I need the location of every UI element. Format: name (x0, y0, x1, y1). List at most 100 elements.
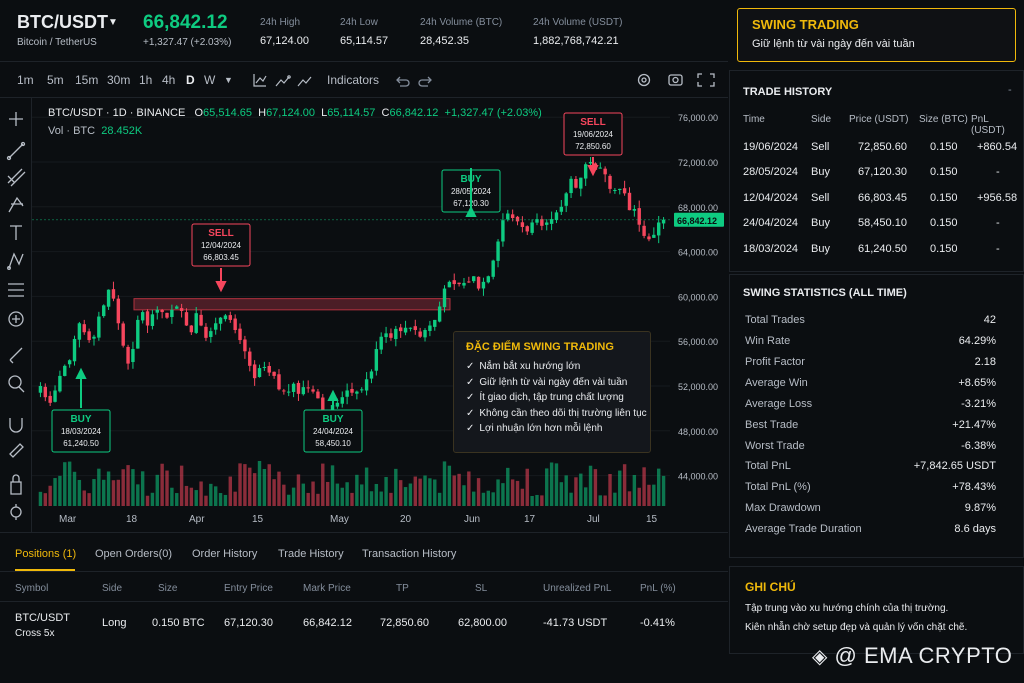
x-tick-label: 20 (400, 514, 412, 525)
tab-open-orders[interactable]: Open Orders(0) (95, 548, 173, 560)
swing-features-box: ĐẶC ĐIỂM SWING TRADING ✓ Nắm bắt xu hướng… (453, 331, 651, 453)
stat-label-24h-low: 24h Low (340, 17, 378, 28)
candle-body (335, 402, 340, 407)
volume-bar (145, 495, 150, 506)
timeframe-15m[interactable]: 15m (75, 73, 99, 87)
candle-body (637, 208, 641, 225)
volume-bar (515, 480, 520, 506)
tab-order-history[interactable]: Order History (192, 548, 258, 560)
volume-bar (316, 493, 320, 506)
volume-bar (530, 495, 534, 506)
swing-card-title: SWING TRADING (752, 17, 859, 32)
candle-body (243, 339, 247, 352)
open-label: O (194, 107, 204, 119)
price-chart[interactable]: 76,000.00 72,000.00 68,000.00 64,000.00 60,0… (32, 98, 728, 532)
candle-body (661, 219, 666, 224)
volume-bar (111, 480, 116, 506)
x-tick-label: 15 (646, 514, 658, 525)
x-tick-label: 15 (252, 514, 264, 525)
last-price: 66,842.12 (143, 12, 228, 33)
chart-settings-icons[interactable] (636, 72, 716, 88)
candle-body (77, 323, 82, 340)
open-value: 65,514.65 (203, 107, 252, 119)
check-icon: ✓ (466, 423, 475, 435)
volume-bar (136, 484, 140, 506)
current-price-tag-text: 66,842.12 (677, 216, 717, 226)
candle-body (72, 338, 77, 362)
candle-body (213, 323, 218, 330)
candle-body (350, 388, 354, 393)
diamond-logo-icon: ◈ (812, 646, 828, 668)
volume-bar (82, 490, 86, 506)
signal-type: SELL (580, 117, 606, 128)
feature-item: ✓ Giữ lệnh từ vài ngày đến vài tuần (466, 377, 638, 388)
volume-bar (67, 461, 72, 506)
th-col-size: Size (BTC) (919, 114, 968, 125)
candle-body (345, 390, 349, 397)
tab-transaction-history[interactable]: Transaction History (362, 548, 457, 560)
position-pnl-pct: -0.41% (640, 617, 675, 629)
candle-body (428, 325, 432, 331)
stat-label-24h-vol-usdt: 24h Volume (USDT) (533, 17, 623, 28)
candle-body (530, 222, 534, 233)
chevron-down-icon[interactable]: ▼ (108, 17, 118, 28)
feature-item: ✓ Ít giao dịch, tập trung chất lượng (466, 392, 638, 403)
timeframe-d[interactable]: D (186, 73, 195, 87)
tab-positions[interactable]: Positions (1) (15, 548, 77, 560)
volume-bar (491, 492, 495, 506)
volume-bar (467, 471, 471, 506)
drawing-tools-icons[interactable] (252, 72, 312, 88)
volume-bar (496, 479, 500, 506)
timeframe-w[interactable]: W (204, 73, 216, 87)
timeframe-dropdown-icon[interactable]: ▼ (224, 75, 233, 85)
timeframe-1m[interactable]: 1m (17, 73, 34, 87)
timeframe-30m[interactable]: 30m (107, 73, 131, 87)
candle-body (43, 386, 48, 398)
volume-bar (243, 464, 247, 506)
candle-body (48, 395, 52, 403)
candle-body (418, 331, 422, 337)
x-tick-label: Jul (587, 514, 600, 525)
timeframe-1h[interactable]: 1h (139, 73, 153, 87)
candle-body (520, 222, 525, 227)
candle-body (267, 366, 271, 373)
volume-bar (408, 483, 413, 506)
th-row-price: 66,803.45 (858, 192, 907, 204)
volume-bar (175, 493, 179, 506)
candle-body (296, 382, 301, 394)
pair-title[interactable]: BTC/USDT (17, 12, 108, 32)
stat-value-24h-vol-usdt: 1,882,768,742.21 (533, 35, 619, 47)
volume-bar (364, 467, 369, 506)
tab-trade-history[interactable]: Trade History (278, 548, 344, 560)
volume-bar (170, 487, 174, 506)
candle-body (38, 386, 43, 393)
stat-value: -3.21% (961, 398, 996, 410)
th-row-side: Buy (811, 166, 830, 178)
stat-value: +7,842.65 USDT (913, 460, 996, 472)
stat-label: Profit Factor (745, 356, 805, 368)
feature-text: Không cần theo dõi thị trường liên tục (479, 407, 647, 419)
drawing-tool-icons[interactable] (5, 108, 27, 528)
col-pnl-pct: PnL (%) (640, 583, 676, 594)
undo-redo-icons[interactable] (394, 72, 434, 88)
indicators-button[interactable]: Indicators (327, 73, 380, 87)
candlestick-chart-svg[interactable]: 76,000.00 72,000.00 68,000.00 64,000.00 60,0… (32, 98, 728, 532)
volume-bar (598, 495, 602, 506)
col-sl: SL (475, 583, 488, 594)
timeframe-5m[interactable]: 5m (47, 73, 64, 87)
th-row-price: 72,850.60 (858, 141, 907, 153)
stat-label: Total PnL (%) (745, 481, 811, 493)
position-symbol[interactable]: BTC/USDT (15, 612, 70, 624)
volume-bar (506, 467, 510, 506)
stat-label: Best Trade (745, 419, 799, 431)
volume-bar (437, 492, 442, 506)
candle-body (355, 391, 359, 394)
timeframe-4h[interactable]: 4h (162, 73, 176, 87)
signal-box (51, 409, 111, 453)
stat-value: 8.6 days (954, 523, 996, 535)
th-row-size: 0.150 (930, 243, 958, 255)
candle-body (413, 326, 417, 330)
more-icon[interactable]: - (1008, 84, 1012, 96)
stat-value: +78.43% (952, 481, 996, 493)
volume-bar (102, 479, 106, 506)
